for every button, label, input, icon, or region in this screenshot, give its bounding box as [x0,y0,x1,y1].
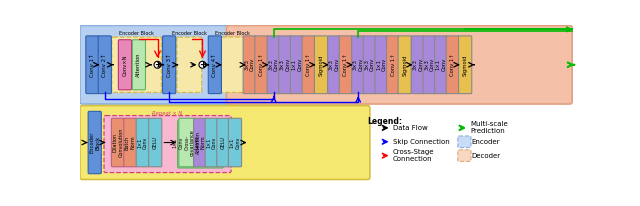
FancyBboxPatch shape [279,36,292,94]
Text: 1×1
Conv: 1×1 Conv [292,58,302,71]
Text: 1×1
Conv: 1×1 Conv [436,58,447,71]
Text: GELU: GELU [221,136,226,149]
FancyBboxPatch shape [193,118,207,167]
FancyBboxPatch shape [80,26,234,104]
FancyBboxPatch shape [364,36,376,94]
Text: Layer
Norm: Layer Norm [195,136,205,149]
Text: Conv 1↑: Conv 1↑ [259,53,264,76]
FancyBboxPatch shape [459,36,472,94]
FancyBboxPatch shape [412,36,424,94]
FancyBboxPatch shape [132,40,145,90]
FancyBboxPatch shape [351,36,365,94]
FancyBboxPatch shape [217,118,230,167]
Text: Dilation
Convolution: Dilation Convolution [113,128,124,157]
Text: Attention: Attention [136,53,141,77]
FancyBboxPatch shape [255,36,268,94]
FancyBboxPatch shape [205,118,218,167]
Text: 1×1
Conv: 1×1 Conv [138,136,148,149]
Text: Data Flow: Data Flow [393,125,428,131]
FancyBboxPatch shape [375,36,388,94]
FancyBboxPatch shape [111,118,125,167]
FancyBboxPatch shape [86,36,99,94]
Text: Encoder Block: Encoder Block [215,31,250,36]
Text: Conv 1↑: Conv 1↑ [390,53,396,76]
Text: Conv 1↑: Conv 1↑ [90,53,95,77]
FancyBboxPatch shape [208,36,221,94]
FancyBboxPatch shape [398,36,412,94]
FancyBboxPatch shape [243,36,256,94]
Text: 3×3
Conv: 3×3 Conv [353,58,364,71]
FancyBboxPatch shape [112,37,161,92]
Text: Decoder: Decoder [472,153,500,159]
FancyBboxPatch shape [179,118,195,167]
FancyBboxPatch shape [458,150,471,161]
Text: Batch
Norm: Batch Norm [125,136,136,150]
Text: Repeat × N: Repeat × N [152,111,182,116]
Text: +: + [199,60,206,69]
FancyBboxPatch shape [446,36,460,94]
Text: 3×3
Conv: 3×3 Conv [280,58,291,71]
FancyBboxPatch shape [80,105,370,179]
FancyBboxPatch shape [314,36,328,94]
FancyBboxPatch shape [163,36,176,94]
Text: 1×1
Conv
Cross-
covariance
Attention: 1×1 Conv Cross- covariance Attention [173,129,201,156]
FancyBboxPatch shape [328,36,340,94]
Text: 3×3
Conv: 3×3 Conv [268,58,279,71]
Text: 3×3
Conv: 3×3 Conv [244,58,255,71]
FancyBboxPatch shape [387,36,400,94]
Text: Encoder Block: Encoder Block [172,31,207,36]
FancyBboxPatch shape [302,36,316,94]
FancyBboxPatch shape [220,37,245,92]
Text: Conv 1↑: Conv 1↑ [306,53,311,76]
FancyBboxPatch shape [227,26,572,104]
Text: 3×3
Conv: 3×3 Conv [329,58,340,71]
Text: +: + [154,60,161,69]
Text: Encoder Block: Encoder Block [119,31,154,36]
Text: 1×1
Conv: 1×1 Conv [376,58,387,71]
Text: Skip Connection: Skip Connection [393,139,450,145]
Text: Legend:: Legend: [367,117,402,126]
Text: 1×1
Conv: 1×1 Conv [206,136,217,149]
Text: Conv 4↑: Conv 4↑ [212,53,218,77]
Text: 3×3
Conv: 3×3 Conv [413,58,423,71]
Text: Sigmoid: Sigmoid [319,54,324,76]
Text: Multi-scale
Prediction: Multi-scale Prediction [470,121,508,134]
Text: Conv×N: Conv×N [122,54,127,76]
Text: GELU: GELU [153,136,157,149]
FancyBboxPatch shape [136,118,149,167]
Text: 3×3
Conv: 3×3 Conv [364,58,375,71]
Text: Conv 3↑: Conv 3↑ [166,53,172,77]
Circle shape [154,61,161,68]
Text: 3×3
Conv: 3×3 Conv [424,58,435,71]
FancyBboxPatch shape [267,36,280,94]
FancyBboxPatch shape [98,36,111,94]
FancyBboxPatch shape [88,111,101,174]
Text: 1×1
Conv: 1×1 Conv [230,136,241,149]
FancyBboxPatch shape [458,136,471,147]
FancyBboxPatch shape [339,36,353,94]
Text: Conv 2↑: Conv 2↑ [102,53,108,77]
FancyBboxPatch shape [228,118,241,167]
FancyBboxPatch shape [118,40,132,90]
FancyBboxPatch shape [178,120,223,168]
FancyBboxPatch shape [124,118,137,167]
FancyBboxPatch shape [177,37,202,92]
Text: Sigmoid: Sigmoid [402,54,407,76]
FancyBboxPatch shape [291,36,303,94]
Text: Encoder
Block: Encoder Block [90,132,100,153]
Text: Conv 1↑: Conv 1↑ [343,53,348,76]
Circle shape [199,61,206,68]
FancyBboxPatch shape [104,116,231,173]
Text: Conv 1↑: Conv 1↑ [451,53,455,76]
FancyBboxPatch shape [148,118,162,167]
Text: Sigmoid: Sigmoid [463,54,468,76]
FancyBboxPatch shape [435,36,448,94]
Text: Encoder: Encoder [472,139,500,145]
Text: Cross-Stage
Connection: Cross-Stage Connection [393,149,435,162]
FancyBboxPatch shape [423,36,436,94]
